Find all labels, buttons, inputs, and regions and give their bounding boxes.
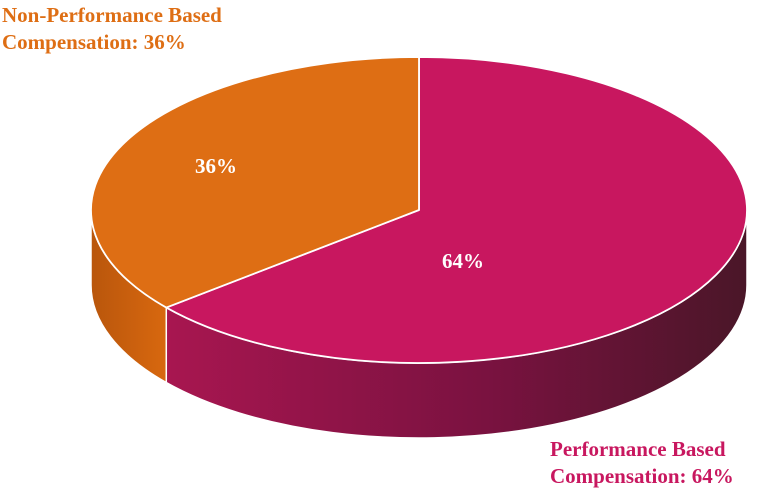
callout-performance-line-2: Compensation: 64% [550,464,734,488]
pie-slice-0 [165,56,748,364]
pie-slice-1 [90,56,420,309]
callout-performance-line-1: Performance Based [550,437,726,461]
pie-slice-label-1: 36% [195,154,237,178]
pie-tops [90,56,748,364]
pie-slice-label-0: 64% [442,249,484,273]
callout-non-performance-line-1: Non-Performance Based [2,3,222,27]
callout-performance: Performance Based Compensation: 64% [550,436,734,490]
callout-non-performance-line-2: Compensation: 36% [2,30,186,54]
pie-labels: 64% 36% [195,154,484,273]
callout-non-performance: Non-Performance Based Compensation: 36% [2,2,222,56]
